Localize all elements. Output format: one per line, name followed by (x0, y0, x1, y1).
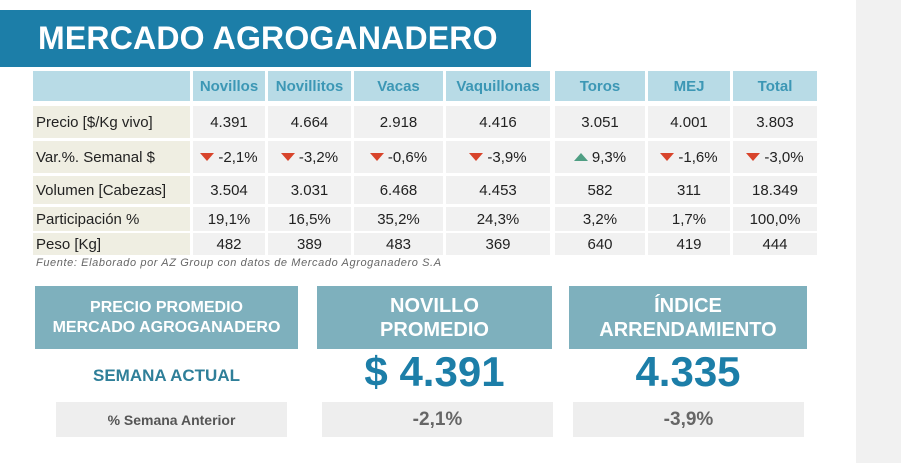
triangle-up-icon (573, 153, 588, 161)
triangle-down-icon (660, 153, 675, 161)
novillo-promedio-line2: PROMEDIO (380, 318, 489, 341)
column-header-vacas: Vacas (354, 71, 443, 101)
table-cell-total: 3.803 (733, 106, 817, 138)
novillo-promedio-header: NOVILLO PROMEDIO (317, 286, 552, 349)
novillo-promedio-line1: NOVILLO (390, 294, 479, 317)
variation-value: -3,0% (764, 148, 804, 166)
table-cell-vaquillonas: 369 (446, 233, 550, 255)
variation-value: -1,6% (678, 148, 718, 166)
triangle-down-icon (746, 153, 761, 161)
table-cell-toros: 3,2% (555, 207, 645, 231)
table-cell-total: 444 (733, 233, 817, 255)
table-cell-mej: 1,7% (648, 207, 730, 231)
table-cell-novillitos: 4.664 (268, 106, 351, 138)
column-header-mej: MEJ (648, 71, 730, 101)
triangle-down-icon (280, 153, 295, 161)
right-edge-strip (856, 0, 901, 463)
table-cell-novillitos: -3,2% (268, 141, 351, 173)
page-title: MERCADO AGROGANADERO (0, 10, 531, 67)
variation-value: 9,3% (591, 148, 627, 166)
table-cell-toros: 9,3% (555, 141, 645, 173)
table-cell-total: -3,0% (733, 141, 817, 173)
indice-arrendamiento-header: ÍNDICE ARRENDAMIENTO (569, 286, 807, 349)
triangle-down-icon (469, 153, 484, 161)
triangle-down-icon (200, 153, 215, 161)
row-label: Peso [Kg] (33, 233, 190, 255)
table-cell-vaquillonas: 4.416 (446, 106, 550, 138)
indice-line1: ÍNDICE (654, 294, 722, 317)
table-cell-novillos: 3.504 (193, 176, 265, 204)
column-header-toros: Toros (555, 71, 645, 101)
indice-variation: -3,9% (573, 402, 804, 437)
table-cell-vacas: 2.918 (354, 106, 443, 138)
table-cell-toros: 640 (555, 233, 645, 255)
variation-value: -0,6% (387, 148, 428, 166)
precio-promedio-line1: PRECIO PROMEDIO (90, 298, 243, 316)
table-cell-novillos: -2,1% (193, 141, 265, 173)
table-cell-vacas: 483 (354, 233, 443, 255)
novillo-variation: -2,1% (322, 402, 553, 437)
table-cell-novillitos: 3.031 (268, 176, 351, 204)
column-header-vaquillonas: Vaquillonas (446, 71, 550, 101)
variation-value: -3,2% (298, 148, 339, 166)
table-cell-vaquillonas: 24,3% (446, 207, 550, 231)
triangle-down-icon (369, 153, 384, 161)
novillo-promedio-value: $ 4.391 (364, 348, 505, 395)
table-cell-mej: 419 (648, 233, 730, 255)
semana-anterior-label: % Semana Anterior (56, 402, 287, 437)
table-header-blank (33, 71, 190, 101)
table-cell-novillitos: 16,5% (268, 207, 351, 231)
precio-promedio-line2: MERCADO AGROGANADERO (52, 318, 281, 336)
table-cell-novillos: 19,1% (193, 207, 265, 231)
column-header-novillos: Novillos (193, 71, 265, 101)
variation-value: -3,9% (487, 148, 527, 166)
table-cell-mej: -1,6% (648, 141, 730, 173)
row-label: Precio [$/Kg vivo] (33, 106, 190, 138)
table-cell-toros: 582 (555, 176, 645, 204)
table-cell-vacas: 35,2% (354, 207, 443, 231)
column-header-total: Total (733, 71, 817, 101)
table-cell-novillos: 482 (193, 233, 265, 255)
indice-arrendamiento-value: 4.335 (635, 348, 741, 395)
semana-actual-label: SEMANA ACTUAL (92, 366, 240, 385)
row-label: Volumen [Cabezas] (33, 176, 190, 204)
table-cell-toros: 3.051 (555, 106, 645, 138)
table-cell-total: 100,0% (733, 207, 817, 231)
indice-line2: ARRENDAMIENTO (599, 318, 777, 341)
table-cell-vaquillonas: 4.453 (446, 176, 550, 204)
source-note: Fuente: Elaborado por AZ Group con datos… (36, 257, 442, 269)
column-header-novillitos: Novillitos (268, 71, 351, 101)
row-label: Var.%. Semanal $ (33, 141, 190, 173)
table-cell-novillos: 4.391 (193, 106, 265, 138)
table-cell-mej: 4.001 (648, 106, 730, 138)
table-cell-mej: 311 (648, 176, 730, 204)
row-label: Participación % (33, 207, 190, 231)
table-cell-total: 18.349 (733, 176, 817, 204)
table-cell-vacas: -0,6% (354, 141, 443, 173)
table-cell-vaquillonas: -3,9% (446, 141, 550, 173)
precio-promedio-header: PRECIO PROMEDIO MERCADO AGROGANADERO (35, 286, 298, 349)
variation-value: -2,1% (218, 148, 258, 166)
table-cell-novillitos: 389 (268, 233, 351, 255)
table-cell-vacas: 6.468 (354, 176, 443, 204)
